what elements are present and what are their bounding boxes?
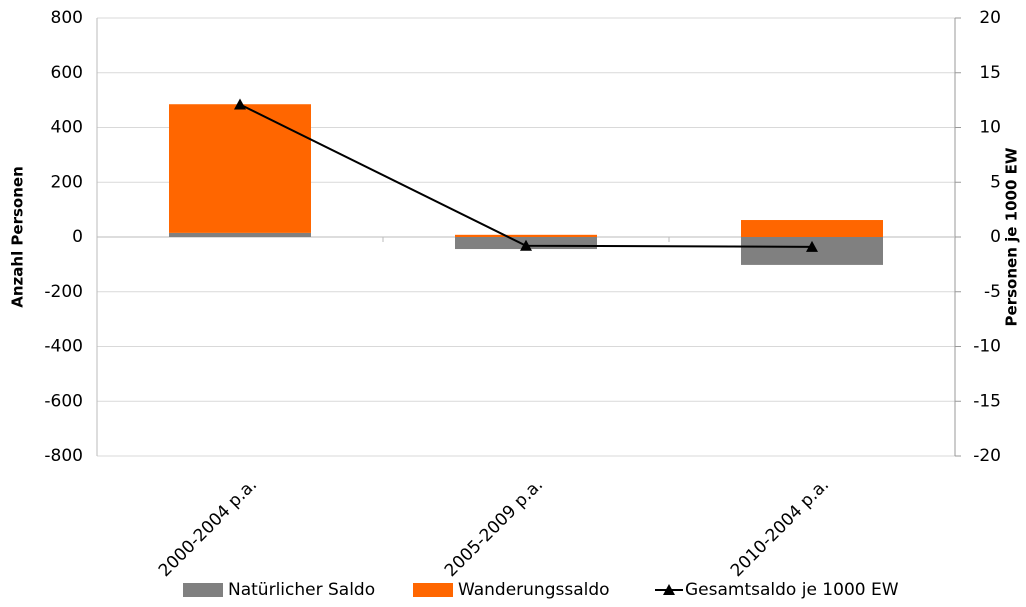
y-tick-label: 600: [51, 63, 83, 83]
y2-tick-label: -5: [984, 282, 1001, 302]
y2-tick-label: -20: [973, 446, 1001, 466]
legend-swatch: [663, 584, 675, 595]
y-tick-label: 800: [51, 8, 83, 28]
y2-tick-label: 15: [979, 63, 1001, 83]
legend-swatch: [413, 583, 453, 597]
legend-swatch: [183, 583, 223, 597]
legend-label: Gesamtsaldo je 1000 EW: [685, 580, 899, 600]
y2-axis-label: Personen je 1000 EW: [1003, 147, 1021, 326]
y-tick-label: 0: [72, 227, 83, 247]
y2-tick-label: 10: [979, 118, 1001, 138]
marker: [234, 98, 246, 110]
bar: [455, 234, 597, 237]
y-tick-label: -800: [44, 446, 83, 466]
marker: [520, 239, 532, 251]
bar: [169, 104, 311, 233]
y2-tick-label: -15: [973, 391, 1001, 411]
legend-label: Wanderungssaldo: [458, 580, 610, 600]
x-tick-label: 2000-2004 p.a.: [155, 475, 261, 581]
y2-tick-label: -10: [973, 337, 1001, 357]
y-tick-label: 400: [51, 118, 83, 138]
y-tick-label: -600: [44, 391, 83, 411]
marker: [806, 240, 818, 252]
y2-tick-label: 5: [990, 172, 1001, 192]
y-tick-label: -200: [44, 282, 83, 302]
bar: [741, 220, 883, 237]
y-axis-label: Anzahl Personen: [9, 166, 27, 308]
y-tick-label: 200: [51, 172, 83, 192]
x-tick-label: 2005-2009 p.a.: [441, 475, 547, 581]
legend-label: Natürlicher Saldo: [228, 580, 375, 600]
y-tick-label: -400: [44, 337, 83, 357]
y2-tick-label: 0: [990, 227, 1001, 247]
y2-tick-label: 20: [979, 8, 1001, 28]
bar: [169, 232, 311, 237]
line: [239, 103, 813, 248]
x-tick-label: 2010-2004 p.a.: [727, 475, 833, 581]
